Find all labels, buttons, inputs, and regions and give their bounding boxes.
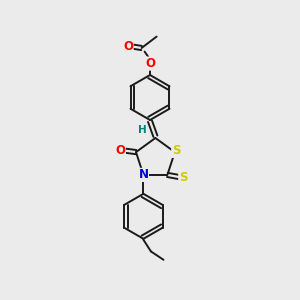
Text: O: O	[123, 40, 133, 53]
Text: H: H	[138, 125, 146, 135]
Text: S: S	[172, 144, 180, 158]
Text: O: O	[145, 57, 155, 70]
Text: N: N	[138, 168, 148, 182]
Text: O: O	[116, 144, 125, 157]
Text: S: S	[179, 171, 187, 184]
